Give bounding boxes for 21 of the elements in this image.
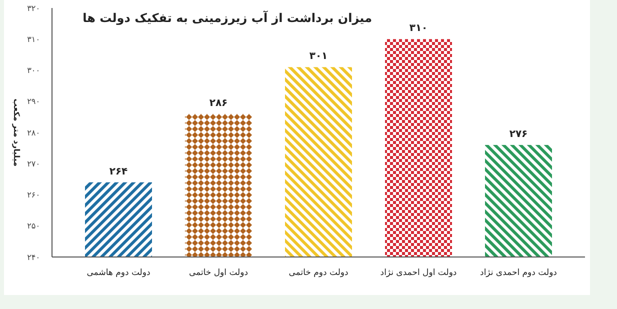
data-label: ۲۸۶ <box>209 98 228 109</box>
x-tick-label: دولت دوم احمدی نژاد <box>480 268 558 278</box>
x-tick-label: دولت اول خاتمی <box>188 268 248 278</box>
y-tick-label: ۲۶۰ <box>27 190 40 200</box>
y-tick-label: ۲۷۰ <box>27 159 40 168</box>
y-axis-title: میلیارد متر مکعب <box>12 98 21 166</box>
y-tick-label: ۳۲۰ <box>27 4 40 13</box>
y-tick-label: ۳۱۰ <box>27 34 40 44</box>
y-tick-label: ۲۸۰ <box>27 128 40 138</box>
x-tick-label: دولت دوم هاشمی <box>86 268 150 278</box>
data-label: ۲۶۴ <box>109 166 128 178</box>
y-tick-label: ۲۵۰ <box>27 222 40 231</box>
y-tick-label: ۲۴۰ <box>27 252 40 262</box>
y-tick-label: ۲۹۰ <box>27 97 40 106</box>
x-tick-label: دولت دوم خاتمی <box>288 268 349 278</box>
x-tick-label: دولت اول احمدی نژاد <box>380 268 457 278</box>
chart-title: میزان برداشت از آب زیرزمینی به تفکیک دولت ها <box>82 10 372 25</box>
data-label: ۲۷۶ <box>509 128 528 140</box>
y-tick-label: ۳۰۰ <box>27 66 40 76</box>
data-label: ۳۱۰ <box>409 23 428 34</box>
data-label: ۳۰۱ <box>309 51 328 62</box>
